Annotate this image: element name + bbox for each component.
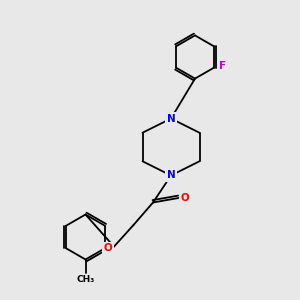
- Text: N: N: [167, 113, 176, 124]
- Text: O: O: [180, 193, 189, 203]
- Text: O: O: [103, 243, 112, 253]
- Text: CH₃: CH₃: [76, 275, 94, 284]
- Text: N: N: [167, 170, 176, 181]
- Text: F: F: [218, 61, 226, 71]
